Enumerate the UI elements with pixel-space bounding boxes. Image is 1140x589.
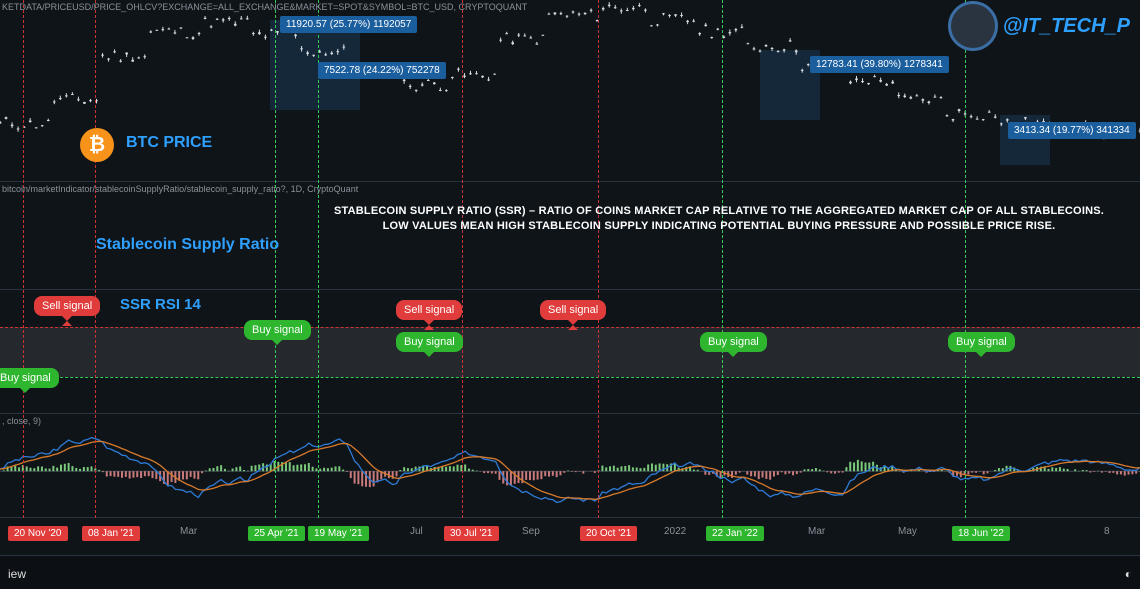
footer-left: iew [8,567,26,581]
date-tag: 25 Apr '21 [248,526,305,541]
price-panel-header: KETDATA/PRICEUSD/PRICE_OHLCV?EXCHANGE=AL… [2,2,527,12]
date-tag: 20 Oct '21 [580,526,637,541]
price-callout: 11920.57 (25.77%) 1192057 [280,16,417,33]
buy-signal: Buy signal [396,332,463,352]
ssr-label: Stablecoin Supply Ratio [96,236,279,254]
month-tick: Jul [410,526,423,537]
sell-signal: Sell signal [34,296,100,316]
time-axis[interactable]: 20 Nov '20 08 Jan '21 25 Apr '2119 May '21… [0,518,1140,556]
month-tick: 2022 [664,526,686,537]
sell-signal: Sell signal [540,300,606,320]
buy-signal: Buy signal [244,320,311,340]
macd-panel-header: , close, 9) [2,416,41,426]
watermark: @IT_TECH_P [951,4,1130,48]
month-tick: Mar [180,526,197,537]
date-tag: 20 Nov '20 [8,526,68,541]
macd-panel[interactable]: , close, 9) [0,414,1140,518]
buy-signal: Buy signal [700,332,767,352]
month-tick: Mar [808,526,825,537]
price-callout: 3413.34 (19.77%) 341334 [1008,122,1136,139]
month-tick: 8 [1104,526,1110,537]
price-label: BTC PRICE [126,134,212,152]
month-tick: Sep [522,526,540,537]
ssr-panel[interactable]: bitcoin/marketIndicator/stablecoinSupply… [0,182,1140,290]
date-tag: 22 Jan '22 [706,526,764,541]
sell-signal: Sell signal [396,300,462,320]
buy-signal: Buy signal [948,332,1015,352]
ssr-panel-header: bitcoin/marketIndicator/stablecoinSupply… [2,184,358,194]
btc-icon: ₿ [80,128,114,162]
date-tag: 30 Jul '21 [444,526,499,541]
date-tag: 18 Jun '22 [952,526,1010,541]
date-tag: 19 May '21 [308,526,369,541]
ssr-description: STABLECOIN SUPPLY RATIO (SSR) – RATIO OF… [318,204,1120,234]
footer: iew ◐ [0,556,1140,589]
rsi-panel[interactable]: SSR RSI 14 Buy signal Sell signal Buy sign… [0,290,1140,414]
buy-signal: Buy signal [0,368,59,388]
macd-chart[interactable] [0,414,1140,517]
price-callout: 7522.78 (24.22%) 752278 [318,62,446,79]
theme-icon[interactable]: ◐ [1125,567,1132,581]
watermark-handle: @IT_TECH_P [1003,15,1130,38]
month-tick: May [898,526,917,537]
avatar-icon [951,4,995,48]
price-callout: 12783.41 (39.80%) 1278341 [810,56,949,73]
date-tag: 08 Jan '21 [82,526,140,541]
rsi-label: SSR RSI 14 [120,296,201,313]
